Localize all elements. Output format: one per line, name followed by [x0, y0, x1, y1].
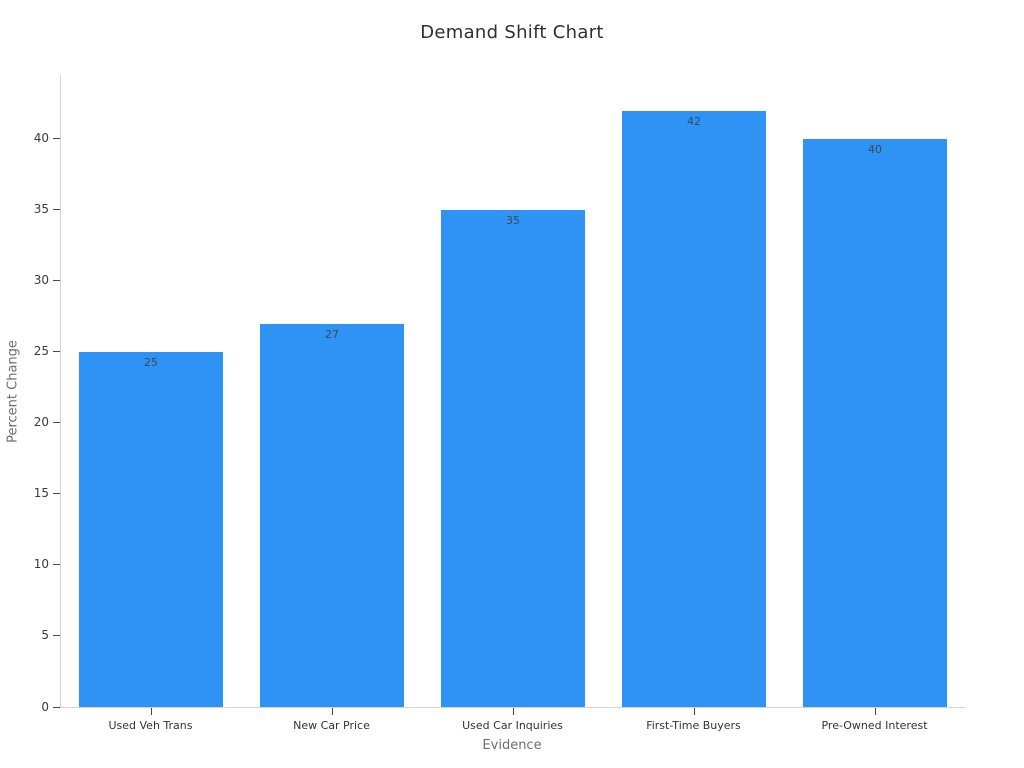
y-axis-tick-mark: 10: [34, 557, 60, 571]
bar-used-car-inquiries: 35: [441, 209, 585, 707]
x-axis-title: Evidence: [482, 738, 542, 753]
y-axis-title: Percent Change: [5, 340, 21, 443]
y-axis-tick-label: 30: [33, 273, 49, 288]
bar-value-label: 35: [506, 213, 520, 227]
y-axis-tick-mark: 20: [34, 415, 60, 429]
x-axis-tick-label-pre-owned-interest: Pre-Owned Interest: [821, 719, 928, 732]
x-axis-tick-label-used-car-inquiries: Used Car Inquiries: [462, 719, 563, 732]
y-axis-tick-mark: 35: [34, 202, 60, 216]
plot-area: 0 5 10 15 20 25 30 35 40 25 Used Veh Trans 27 New Ca…: [34, 75, 966, 732]
y-axis-tick-mark: 0: [41, 700, 60, 714]
x-axis-tick-label-used-veh-trans: Used Veh Trans: [108, 719, 193, 732]
y-axis-tick-label: 10: [33, 557, 49, 572]
x-axis-tick-label-new-car-price: New Car Price: [293, 719, 370, 732]
y-axis-tick-label: 20: [33, 415, 49, 430]
x-axis-tick-mark: Used Veh Trans: [108, 708, 193, 732]
y-axis-tick-label: 40: [33, 131, 49, 146]
x-axis-tick-label-first-time-buyers: First-Time Buyers: [646, 719, 741, 732]
bar-value-label: 25: [144, 355, 158, 369]
x-axis-tick-mark: New Car Price: [293, 708, 370, 732]
x-axis-tick-mark: First-Time Buyers: [646, 708, 741, 732]
bar-first-time-buyers: 42: [622, 110, 766, 707]
y-axis-tick-mark: 15: [34, 486, 60, 500]
bar-value-label: 42: [687, 114, 701, 128]
y-axis-tick-mark: 5: [41, 628, 60, 642]
y-axis-tick-label: 25: [33, 344, 49, 359]
y-axis-tick-mark: 40: [34, 131, 60, 145]
x-axis-tick-mark: Pre-Owned Interest: [821, 708, 928, 732]
bar-used-veh-trans: 25: [79, 351, 223, 707]
chart-title: Demand Shift Chart: [420, 22, 604, 43]
y-axis-tick-label: 5: [41, 628, 49, 643]
bar-pre-owned-interest: 40: [803, 138, 947, 707]
bar-value-label: 27: [325, 327, 339, 341]
y-axis-tick-mark: 30: [34, 273, 60, 287]
bar-new-car-price: 27: [260, 323, 404, 707]
y-axis-tick-mark: 25: [34, 344, 60, 358]
y-axis-tick-label: 15: [33, 486, 49, 501]
x-axis-tick-mark: Used Car Inquiries: [462, 708, 563, 732]
bar-value-label: 40: [868, 142, 882, 156]
y-axis-tick-label: 35: [33, 202, 49, 217]
y-axis-tick-label: 0: [41, 699, 49, 714]
